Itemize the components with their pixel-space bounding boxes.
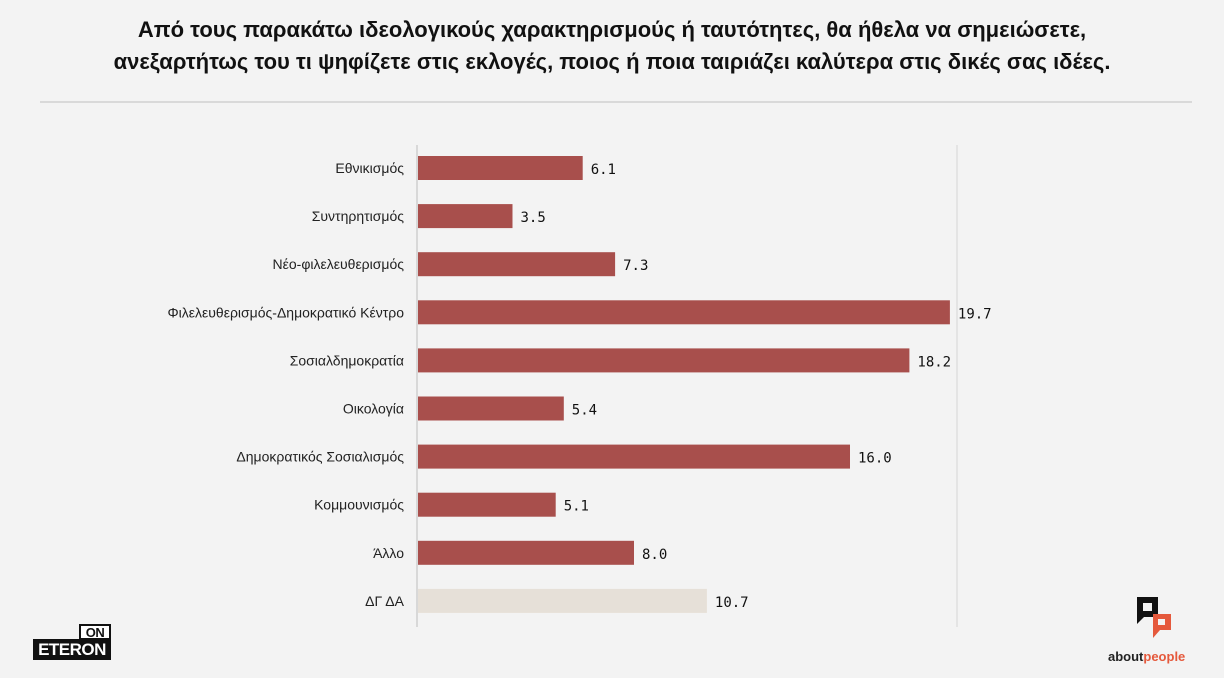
category-label: ΔΓ ΔΑ	[365, 593, 405, 609]
category-label: Κομμουνισμός	[314, 497, 404, 513]
value-label: 18.2	[917, 354, 951, 370]
value-label: 8.0	[642, 547, 667, 563]
logo-eteron-text: ETERON	[33, 639, 111, 660]
wordmark-about: about	[1108, 649, 1144, 664]
value-label: 5.1	[564, 499, 589, 515]
category-label: Εθνικισμός	[335, 160, 404, 176]
value-label: 6.1	[591, 162, 616, 178]
category-label: Σοσιαλδημοκρατία	[290, 352, 404, 368]
chart-title: Από τους παρακάτω ιδεολογικούς χαρακτηρι…	[0, 14, 1224, 78]
value-label: 10.7	[715, 595, 749, 611]
wordmark-people: people	[1143, 649, 1186, 664]
bar	[418, 204, 513, 229]
bars-group: Εθνικισμός 6.1 Συντηρητισμός 3.5 Νέο-φιλελευ…	[168, 156, 992, 613]
title-divider	[40, 101, 1192, 103]
value-label: 19.7	[958, 306, 992, 322]
bar	[418, 540, 634, 565]
category-label: Άλλο	[373, 545, 404, 561]
title-line-1: Από τους παρακάτω ιδεολογικούς χαρακτηρι…	[137, 17, 1087, 42]
value-label: 16.0	[858, 451, 892, 467]
value-label: 5.4	[572, 403, 597, 419]
bar	[418, 444, 850, 469]
category-label: Συντηρητισμός	[312, 208, 405, 224]
value-label: 3.5	[521, 210, 546, 226]
category-label: Φιλελευθερισμός-Δημοκρατικό Κέντρο	[168, 304, 405, 320]
bar	[418, 156, 583, 180]
aboutpeople-wordmark: aboutpeople	[1108, 649, 1185, 664]
bar	[418, 588, 707, 613]
category-label: Νέο-φιλελευθερισμός	[273, 256, 405, 272]
bar	[418, 252, 616, 277]
bar	[418, 300, 950, 325]
bar	[418, 492, 556, 517]
aboutpeople-logo: aboutpeople	[1100, 590, 1210, 670]
bar	[418, 348, 910, 373]
bar	[418, 396, 564, 421]
value-label: 7.3	[623, 258, 648, 274]
aboutpeople-speech-bubble-icon	[1137, 597, 1171, 638]
logo-on-text: ON	[79, 624, 111, 640]
category-label: Δημοκρατικός Σοσιαλισμός	[236, 449, 404, 465]
title-line-2: ανεξαρτήτως του τι ψηφίζετε στις εκλογές…	[113, 49, 1111, 74]
category-label: Οικολογία	[343, 401, 404, 417]
